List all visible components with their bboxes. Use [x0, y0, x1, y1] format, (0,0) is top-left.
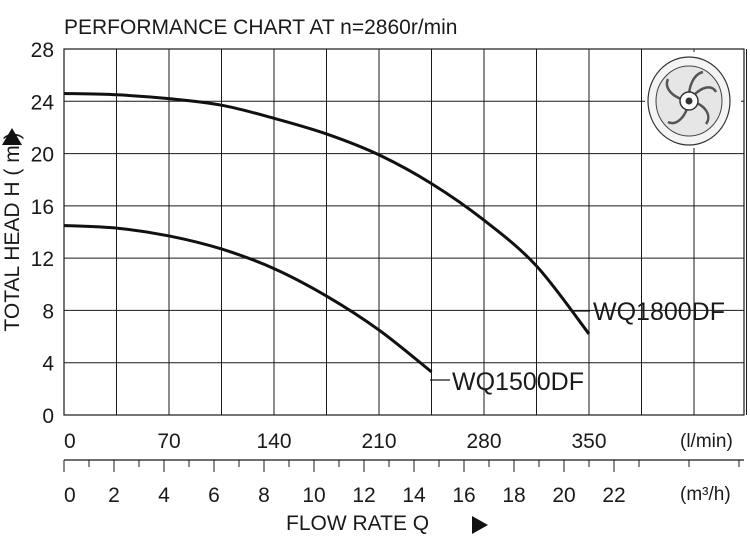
- x-tick-label-m3h: 4: [158, 484, 170, 507]
- x-axis-ticks-lmin: 0 70 140 210 280 350: [64, 430, 607, 453]
- y-tick-label: 12: [31, 248, 54, 271]
- plot-frame: [63, 48, 745, 416]
- y-axis-ticks: 0 4 8 12 16 20 24 28: [31, 39, 55, 428]
- x-tick-label-m3h: 22: [602, 484, 625, 507]
- y-tick-label: 0: [42, 405, 54, 428]
- x-tick-label-m3h: 10: [302, 484, 325, 507]
- x-tick-label-lmin: 0: [64, 430, 76, 453]
- y-tick-label: 24: [31, 91, 55, 114]
- x-tick-label-m3h: 0: [64, 484, 76, 507]
- x-unit-m3h: (m³/h): [680, 484, 731, 505]
- x-axis-ticks-m3h: 0 2 4 6 8 10 12 14 16 18 20 22: [63, 460, 740, 507]
- y-axis-arrow-icon: [2, 128, 22, 145]
- x-tick-label-lmin: 350: [571, 430, 606, 453]
- series-line-wq1500df: [63, 223, 433, 374]
- y-tick-label: 8: [42, 300, 54, 323]
- x-tick-label-m3h: 2: [108, 484, 120, 507]
- y-tick-label: 28: [31, 39, 54, 62]
- x-tick-label-m3h: 16: [452, 484, 475, 507]
- x-tick-label-m3h: 12: [352, 484, 375, 507]
- x-unit-lmin: (l/min): [680, 431, 733, 452]
- y-tick-label: 16: [31, 196, 54, 219]
- x-tick-label-m3h: 20: [552, 484, 575, 507]
- x-tick-label-lmin: 210: [361, 430, 396, 453]
- x-tick-label-m3h: 6: [208, 484, 220, 507]
- series-label-wq1500df: WQ1500DF: [452, 368, 584, 396]
- y-tick-label: 4: [42, 353, 54, 376]
- series-line-wq1800df: [63, 91, 591, 335]
- x-tick-label-m3h: 18: [502, 484, 525, 507]
- x-tick-label-lmin: 280: [466, 430, 501, 453]
- x-tick-label-m3h: 14: [402, 484, 426, 507]
- y-tick-label: 20: [31, 144, 54, 167]
- y-axis-label: TOTAL HEAD H ( m ): [1, 132, 24, 331]
- chart-title: PERFORMANCE CHART AT n=2860r/min: [64, 16, 457, 39]
- series-layer: [63, 91, 591, 374]
- x-axis-label: FLOW RATE Q: [286, 512, 429, 535]
- x-axis-arrow-icon: [472, 516, 488, 534]
- x-tick-label-lmin: 140: [256, 430, 291, 453]
- x-tick-label-lmin: 70: [157, 430, 180, 453]
- chart-grid: [63, 48, 747, 416]
- impeller-icon: [645, 52, 741, 148]
- series-label-wq1800df: WQ1800DF: [593, 298, 725, 326]
- x-tick-label-m3h: 8: [258, 484, 270, 507]
